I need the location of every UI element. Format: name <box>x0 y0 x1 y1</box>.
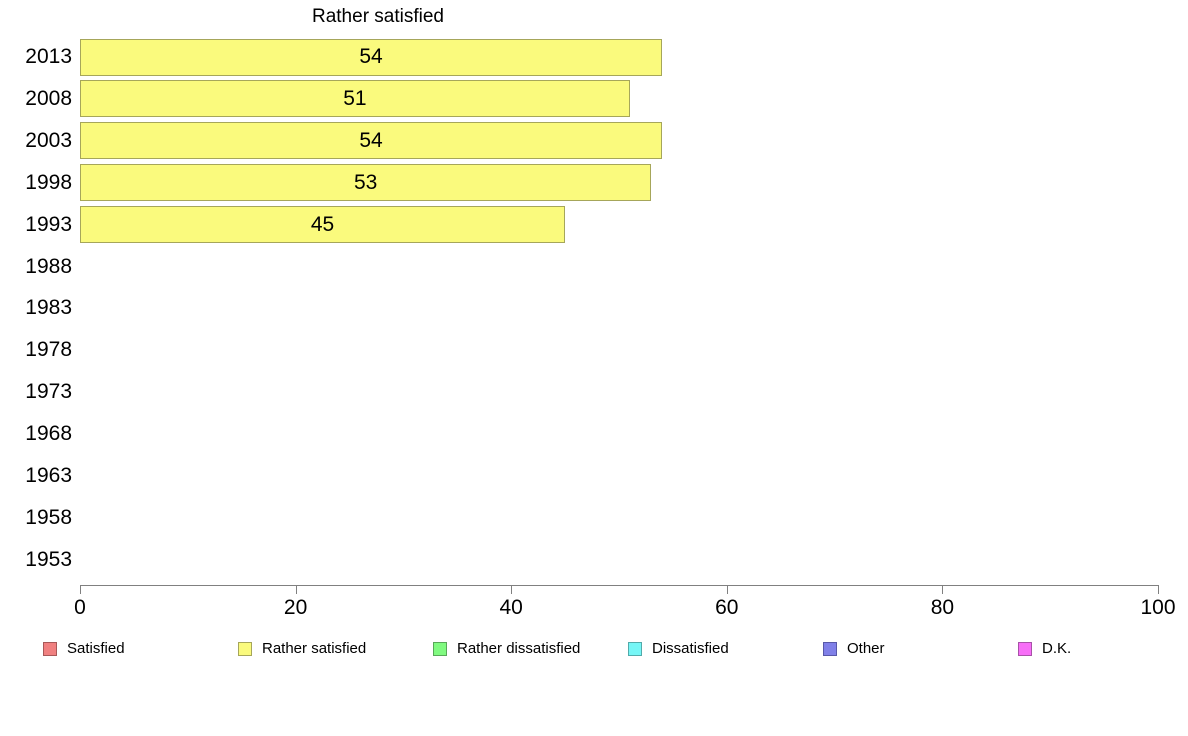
legend-label: Dissatisfied <box>652 640 729 657</box>
x-axis-tick-label: 0 <box>74 596 86 619</box>
bar <box>80 122 663 160</box>
legend-label: D.K. <box>1042 640 1072 657</box>
x-axis-tick <box>726 585 728 594</box>
bar-value-label: 54 <box>359 128 383 152</box>
y-axis-label: 1953 <box>25 547 72 571</box>
x-axis-line <box>80 585 1158 586</box>
y-axis-label: 2003 <box>25 128 72 152</box>
x-axis-tick <box>295 585 297 594</box>
x-axis-tick <box>1158 585 1159 594</box>
y-axis-label: 1968 <box>25 422 72 446</box>
y-axis-label: 1988 <box>25 254 72 278</box>
x-axis-tick <box>80 585 81 594</box>
y-axis-label: 1993 <box>25 212 72 236</box>
legend-label: Satisfied <box>67 640 125 657</box>
x-axis-tick-label: 80 <box>930 596 955 619</box>
legend-swatch <box>823 642 837 656</box>
legend-label: Rather dissatisfied <box>457 640 581 657</box>
bar-value-label: 51 <box>343 86 367 110</box>
legend-swatch <box>238 642 252 656</box>
bar <box>80 80 630 118</box>
bar-value-label: 54 <box>359 45 383 68</box>
legend-label: Rather satisfied <box>262 640 367 657</box>
x-axis-tick <box>942 585 944 594</box>
y-axis-label: 1998 <box>25 170 72 194</box>
legend-swatch <box>43 642 57 656</box>
y-axis-label: 2013 <box>25 45 72 68</box>
legend-swatch <box>433 642 447 656</box>
chart-title: Rather satisfied <box>311 6 445 27</box>
bar <box>80 38 663 76</box>
legend-swatch <box>628 642 642 656</box>
legend-label: Other <box>847 640 885 657</box>
y-axis-label: 1958 <box>25 505 72 529</box>
x-axis-tick <box>511 585 513 594</box>
bar-value-label: 53 <box>353 170 378 194</box>
x-axis-tick-label: 100 <box>1140 596 1176 619</box>
legend-swatch <box>1018 642 1032 656</box>
y-axis-label: 1963 <box>25 464 72 487</box>
y-axis-label: 1973 <box>25 380 72 404</box>
bar <box>80 164 652 202</box>
bar-value-label: 45 <box>310 212 335 236</box>
y-axis-label: 1983 <box>25 296 72 320</box>
x-axis-tick-label: 40 <box>499 596 523 619</box>
y-axis-label: 1978 <box>25 338 72 362</box>
x-axis-tick-label: 20 <box>283 596 308 619</box>
y-axis-label: 2008 <box>25 86 72 110</box>
x-axis-tick-label: 60 <box>715 596 739 619</box>
bar <box>80 206 566 244</box>
